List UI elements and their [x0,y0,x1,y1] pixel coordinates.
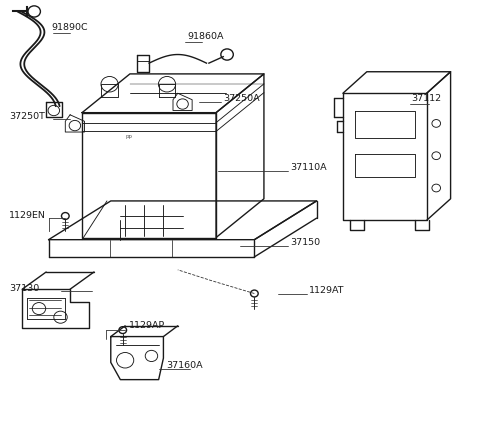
Text: pp: pp [125,134,132,140]
Text: 37250A: 37250A [223,94,260,103]
Text: 37150: 37150 [290,238,320,247]
Text: 1129AT: 1129AT [310,286,345,295]
Text: 1129EN: 1129EN [9,211,46,219]
Text: 37250T: 37250T [9,111,45,121]
Text: 37160A: 37160A [166,361,203,370]
Text: 91860A: 91860A [187,32,224,41]
Text: 1129AP: 1129AP [129,321,165,330]
Text: 91890C: 91890C [51,23,87,32]
Text: 37110A: 37110A [290,163,327,172]
Text: 37130: 37130 [9,284,39,293]
Text: 37112: 37112 [411,94,442,103]
